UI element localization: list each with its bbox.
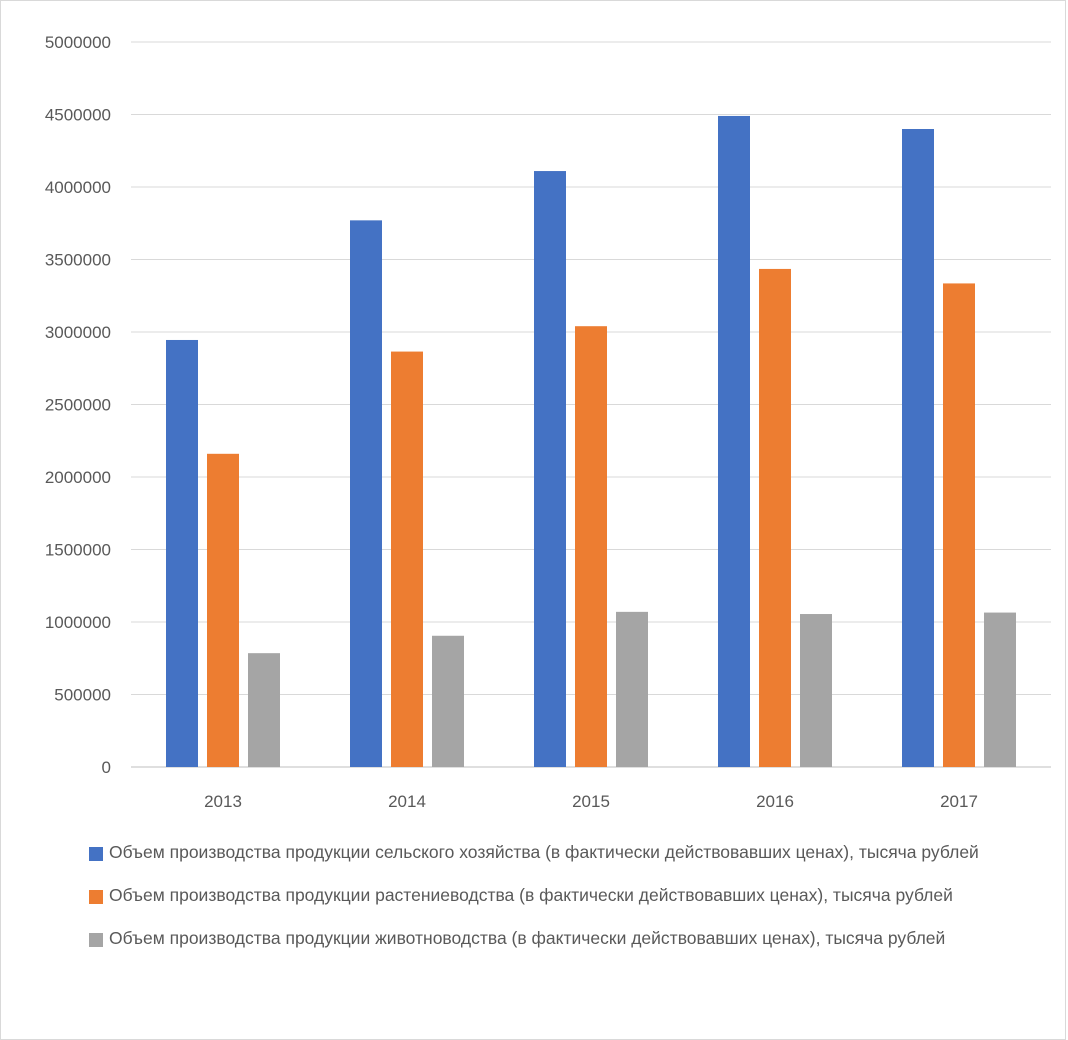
y-tick-label: 5000000 xyxy=(45,33,111,52)
bar-2016-series-1 xyxy=(718,115,750,767)
y-tick-label: 4500000 xyxy=(45,106,111,125)
legend-item-crop: Объем производства продукции растениевод… xyxy=(89,882,1029,908)
bar-2017-series-1 xyxy=(902,129,934,767)
y-tick-label: 3500000 xyxy=(45,251,111,270)
x-tick-label: 2014 xyxy=(388,792,426,811)
legend-swatch-crop xyxy=(89,890,103,904)
legend-swatch-agriculture xyxy=(89,847,103,861)
bar-2016-series-2 xyxy=(759,268,791,767)
bar-2014-series-1 xyxy=(350,220,382,768)
legend-swatch-livestock xyxy=(89,933,103,947)
bar-chart: 0 500000 1000000 1500000 2000000 2500000 30000… xyxy=(45,33,1051,811)
bar-2013-series-2 xyxy=(207,453,239,767)
bar-2017-series-3 xyxy=(984,612,1016,767)
y-tick-label: 0 xyxy=(102,758,111,777)
bar-2016-series-3 xyxy=(800,614,832,767)
x-tick-label: 2016 xyxy=(756,792,794,811)
y-tick-label: 1500000 xyxy=(45,541,111,560)
y-tick-label: 2500000 xyxy=(45,396,111,415)
bar-2017-series-2 xyxy=(943,283,975,767)
x-tick-label: 2017 xyxy=(940,792,978,811)
y-tick-label: 4000000 xyxy=(45,178,111,197)
bar-2013-series-3 xyxy=(248,653,280,767)
legend: Объем производства продукции сельского х… xyxy=(89,839,1029,968)
legend-item-agriculture: Объем производства продукции сельского х… xyxy=(89,839,1029,865)
y-tick-label: 3000000 xyxy=(45,323,111,342)
y-tick-label: 2000000 xyxy=(45,468,111,487)
bar-2015-series-2 xyxy=(575,326,607,767)
legend-label-agriculture: Объем производства продукции сельского х… xyxy=(109,842,979,862)
bar-2015-series-1 xyxy=(534,171,566,768)
bar-2013-series-1 xyxy=(166,339,198,767)
x-tick-label: 2015 xyxy=(572,792,610,811)
bar-2014-series-3 xyxy=(432,635,464,767)
legend-label-livestock: Объем производства продукции животноводс… xyxy=(109,928,946,948)
bar-2014-series-2 xyxy=(391,351,423,767)
legend-item-livestock: Объем производства продукции животноводс… xyxy=(89,925,1029,951)
y-tick-label: 1000000 xyxy=(45,613,111,632)
bar-2015-series-3 xyxy=(616,611,648,767)
x-tick-label: 2013 xyxy=(204,792,242,811)
y-tick-label: 500000 xyxy=(54,686,111,705)
legend-label-crop: Объем производства продукции растениевод… xyxy=(109,885,953,905)
